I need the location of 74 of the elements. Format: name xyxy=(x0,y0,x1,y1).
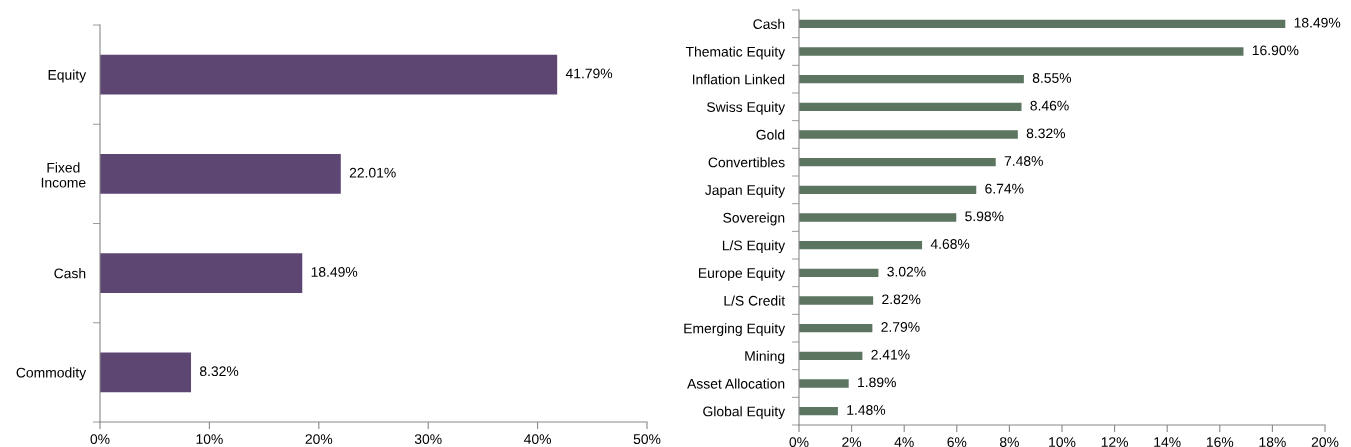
bar xyxy=(799,241,923,250)
x-tick-label: 12% xyxy=(1101,437,1129,447)
y-tick-label: Convertibles xyxy=(708,157,785,168)
bar xyxy=(799,158,996,167)
y-tick-label: Cash xyxy=(54,268,86,279)
data-label: 4.68% xyxy=(930,239,970,249)
y-tick-label: Global Equity xyxy=(703,406,786,420)
y-tick-label: Asset Allocation xyxy=(687,378,785,389)
bar xyxy=(799,213,957,222)
y-tick-label: Fixed Income xyxy=(41,162,86,188)
data-label: 8.32% xyxy=(199,366,239,377)
bar xyxy=(799,102,1022,111)
bar xyxy=(799,351,863,360)
data-label: 6.74% xyxy=(985,183,1024,194)
x-tick-label: 2% xyxy=(842,437,862,447)
data-label: 2.79% xyxy=(881,322,920,332)
y-tick-label: Cash xyxy=(753,18,785,29)
x-tick-label: 20% xyxy=(305,434,333,445)
data-label: 8.46% xyxy=(1030,100,1069,111)
data-label: 1.89% xyxy=(858,377,896,388)
data-label: 3.02% xyxy=(887,266,926,277)
x-tick-label: 0% xyxy=(90,434,110,445)
y-tick-label: Inflation Linked xyxy=(692,74,785,85)
x-tick-label: 50% xyxy=(633,434,661,445)
y-tick-label: Mining xyxy=(745,350,785,364)
data-label: 41.79% xyxy=(565,68,613,79)
bar xyxy=(799,185,977,194)
data-label: 22.01% xyxy=(349,167,396,178)
data-label: 5.98% xyxy=(965,211,1004,222)
x-tick-label: 0% xyxy=(789,437,809,447)
data-label: 18.49% xyxy=(1294,17,1341,28)
x-tick-label: 8% xyxy=(999,437,1019,447)
x-tick-label: 10% xyxy=(1049,437,1076,447)
y-tick-label: Equity xyxy=(48,69,87,83)
x-tick-label: 16% xyxy=(1206,437,1234,447)
data-label: 2.82% xyxy=(882,294,921,305)
bar xyxy=(799,407,838,416)
x-tick-label: 10% xyxy=(196,434,223,445)
data-label: 2.41% xyxy=(871,349,910,360)
y-tick-label: Thematic Equity xyxy=(685,46,786,60)
y-tick-label: Gold xyxy=(756,129,785,140)
bar xyxy=(799,47,1244,56)
x-tick-label: 14% xyxy=(1154,437,1181,447)
bar xyxy=(799,130,1018,139)
bar xyxy=(100,253,303,293)
bar xyxy=(100,352,192,393)
data-label: 1.48% xyxy=(847,405,886,415)
y-tick-label: Europe Equity xyxy=(699,267,786,281)
y-tick-label: Swiss Equity xyxy=(707,101,786,115)
bar xyxy=(100,54,558,95)
bar xyxy=(799,324,873,333)
x-tick-label: 20% xyxy=(1311,437,1339,447)
x-tick-label: 30% xyxy=(414,434,442,445)
data-label: 8.55% xyxy=(1032,73,1072,83)
bar xyxy=(799,268,879,277)
x-tick-label: 4% xyxy=(894,437,914,447)
y-tick-label: Japan Equity xyxy=(705,184,786,198)
data-label: 18.49% xyxy=(311,267,358,277)
bar xyxy=(799,379,849,388)
y-tick-label: Sovereign xyxy=(723,212,785,226)
x-tick-label: 40% xyxy=(524,434,552,445)
bar xyxy=(799,296,874,305)
bar xyxy=(799,75,1024,84)
x-tick-label: 18% xyxy=(1259,437,1286,447)
y-tick-label: Emerging Equity xyxy=(684,323,786,337)
y-tick-label: L/S Equity xyxy=(722,240,786,254)
data-label: 16.90% xyxy=(1252,45,1299,56)
x-tick-label: 6% xyxy=(947,437,967,447)
data-label: 8.32% xyxy=(1026,128,1066,139)
bar xyxy=(799,19,1286,28)
y-tick-label: L/S Credit xyxy=(724,295,786,306)
y-tick-label: Commodity xyxy=(16,367,87,381)
bar xyxy=(100,154,341,194)
data-label: 7.48% xyxy=(1004,156,1043,166)
